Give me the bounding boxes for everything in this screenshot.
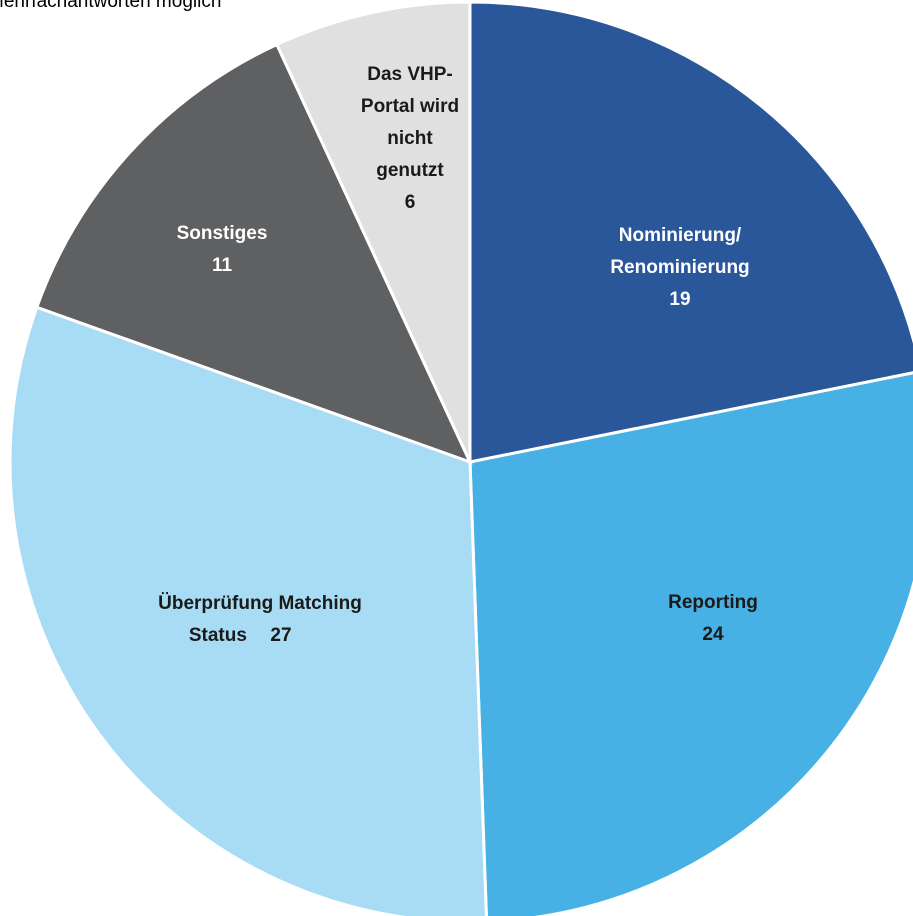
slice-label: Renominierung xyxy=(610,257,749,278)
slice-label: Reporting xyxy=(668,592,758,613)
pie-slice xyxy=(274,0,472,463)
slice-label: Überprüfung Matching xyxy=(158,593,362,614)
slice-label: Nominierung/ xyxy=(619,225,742,246)
slice-label: Status xyxy=(189,625,247,646)
slice-value: 11 xyxy=(212,255,233,276)
chart-subtitle: Mehrfachantworten möglich xyxy=(0,0,221,12)
slice-label: Das VHP- xyxy=(367,64,453,85)
slice-label: nicht xyxy=(387,128,433,149)
pie-slice xyxy=(34,42,473,465)
slice-label: Sonstiges xyxy=(177,223,268,244)
slice-value: 19 xyxy=(669,289,690,310)
pie-slice xyxy=(468,371,913,916)
pie-slice xyxy=(468,0,913,464)
slice-value: 24 xyxy=(702,624,724,645)
slice-value: 6 xyxy=(405,192,416,213)
slice-value: 27 xyxy=(270,625,291,646)
slice-label: genutzt xyxy=(376,160,444,181)
pie-slice xyxy=(8,305,488,916)
slice-label: Portal wird xyxy=(361,96,459,117)
